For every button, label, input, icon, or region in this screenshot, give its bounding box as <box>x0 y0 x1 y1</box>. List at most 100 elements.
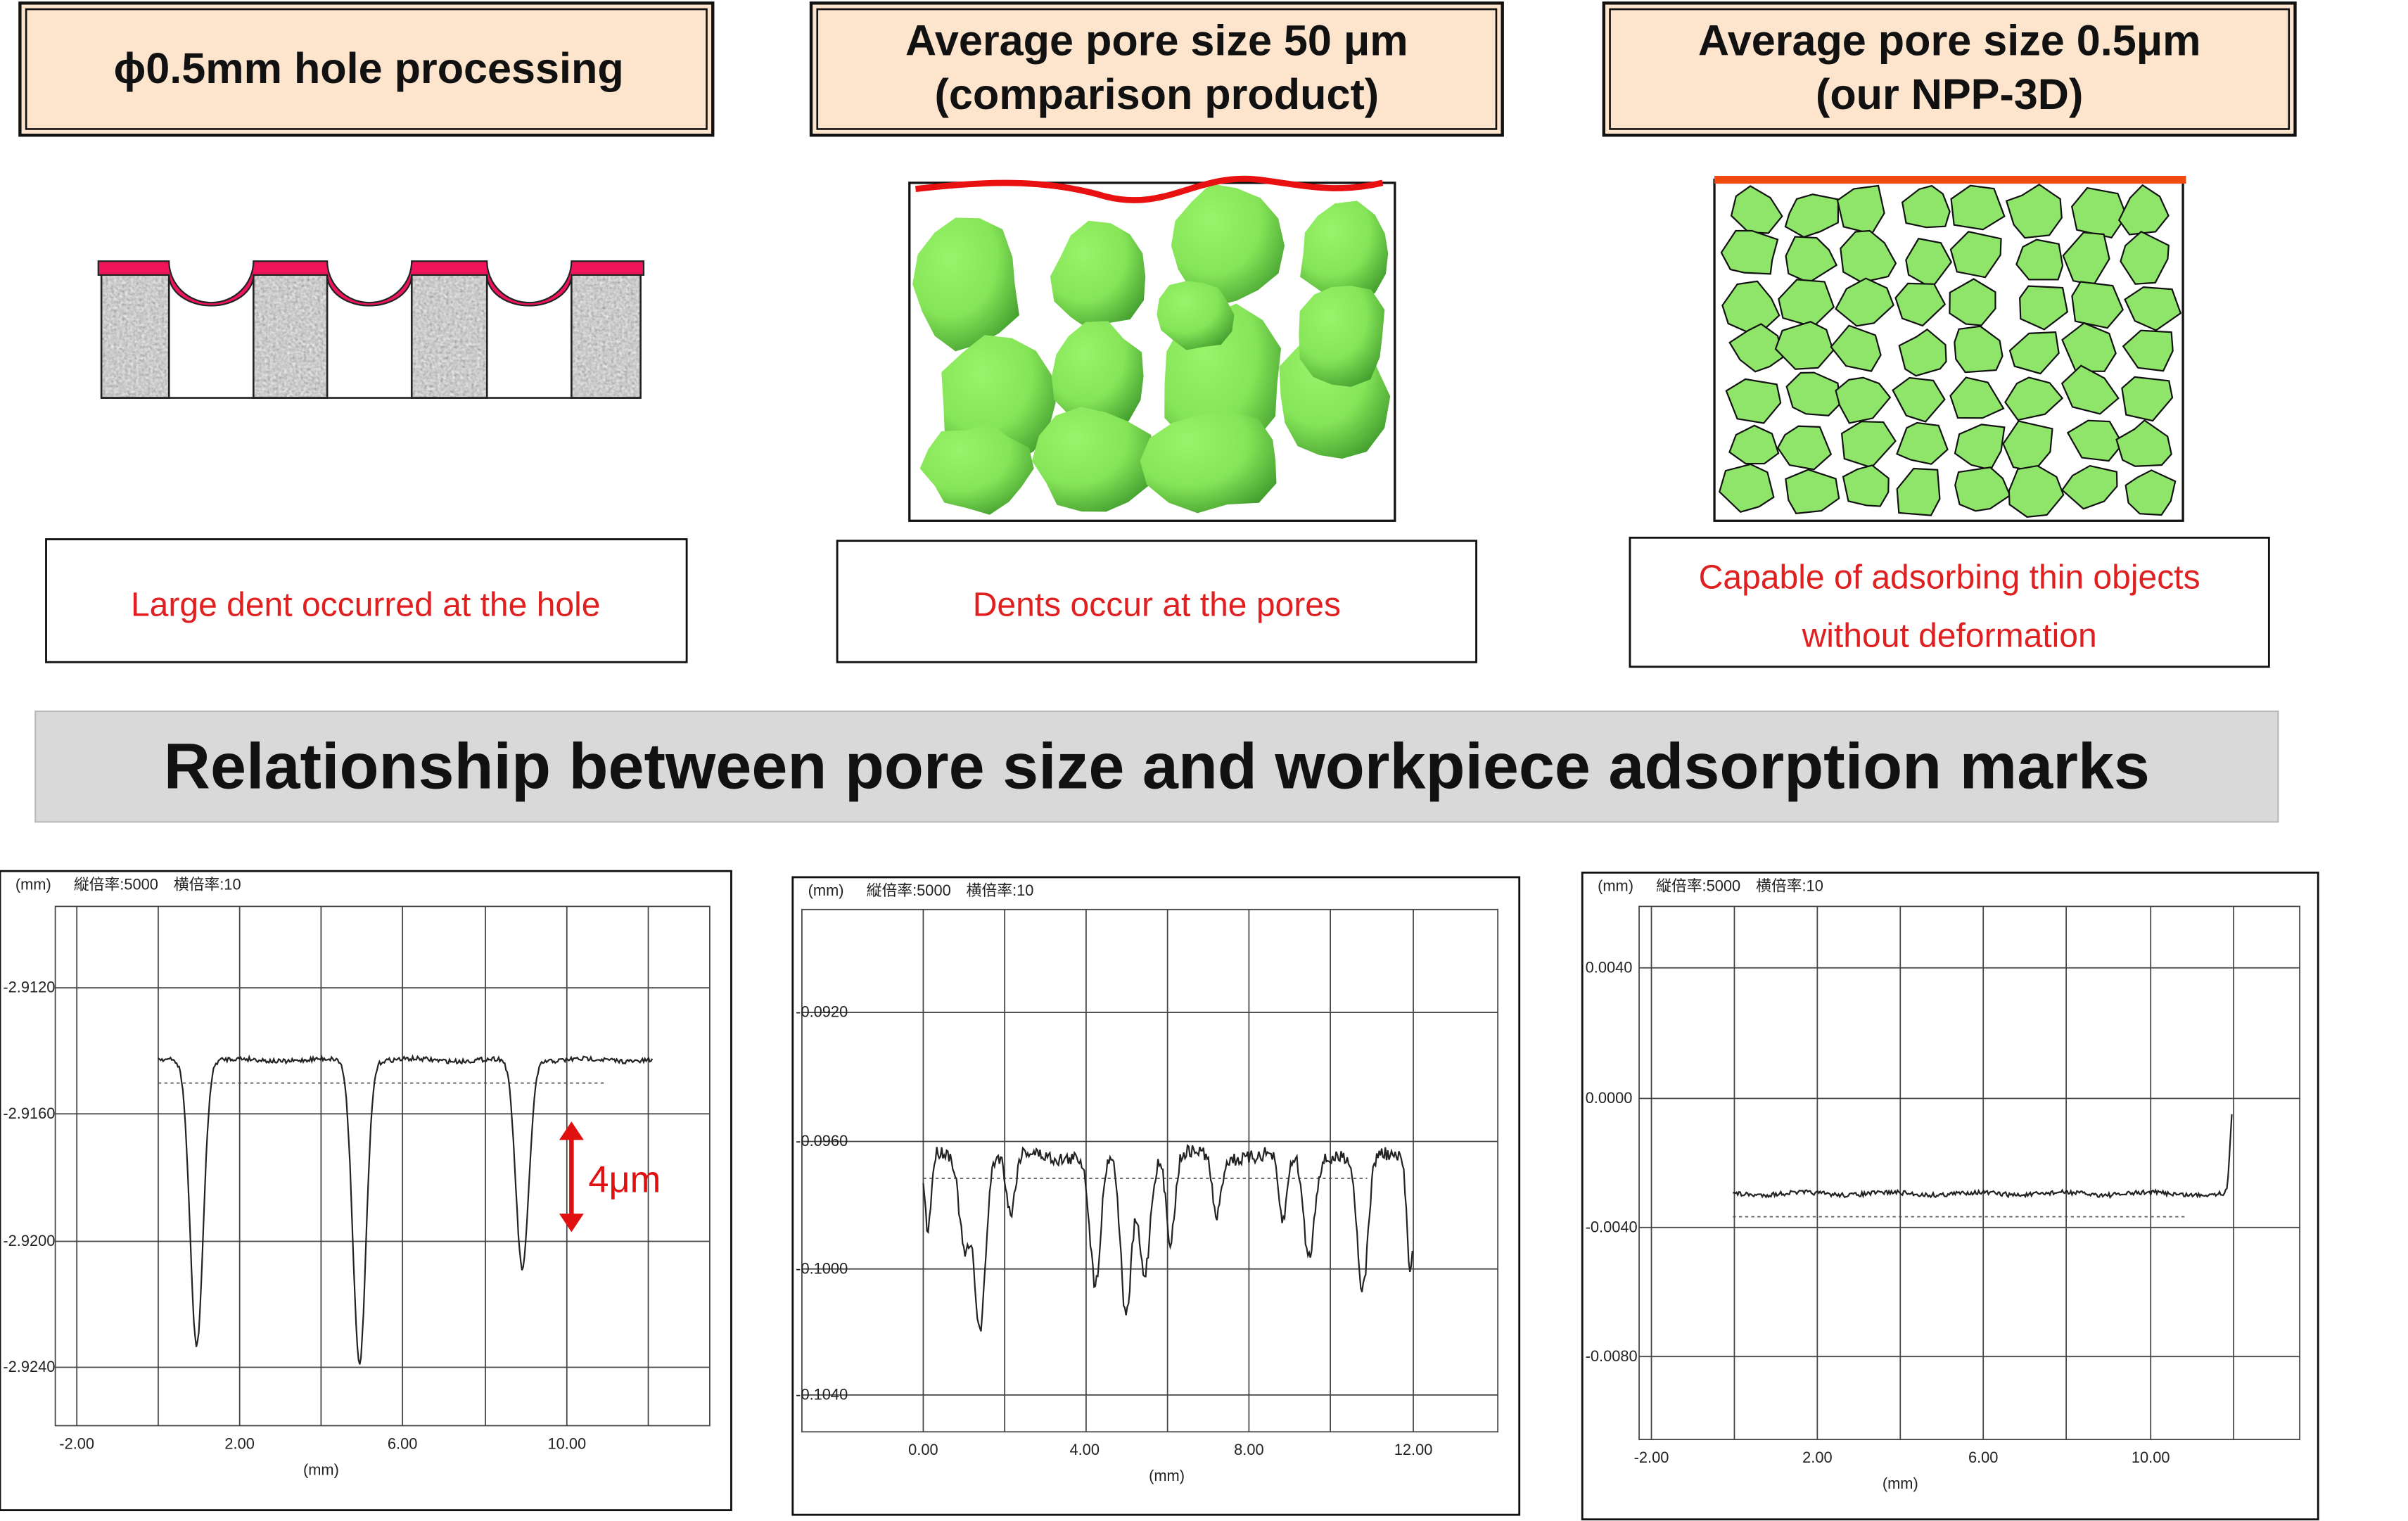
scale-label: 縦倍率:5000 横倍率:10 <box>1656 877 1823 895</box>
y-tick-label: -0.0920 <box>796 1003 848 1021</box>
grain <box>1892 376 1946 423</box>
fine-pore-illustration <box>1713 176 2186 522</box>
grain <box>1954 466 2011 512</box>
plot-area <box>1638 905 2300 1441</box>
grain <box>1785 371 1842 416</box>
y-tick-label: -0.0080 <box>1586 1347 1638 1365</box>
grain <box>1051 321 1144 431</box>
profile-charts: -2.9120 -2.9160 -2.9200 -2.9240 -2.00 2.00 6.0… <box>0 870 2319 1521</box>
unit-label: (mm) <box>808 882 844 899</box>
grain <box>1896 421 1949 465</box>
grain <box>2019 285 2069 331</box>
grain <box>1901 184 1951 229</box>
grain <box>1835 277 1894 327</box>
panel-header: Average pore size 0.5μm <box>1698 17 2201 65</box>
y-tick-label: 0.0040 <box>1586 958 1633 976</box>
x-unit-label: (mm) <box>303 1460 339 1478</box>
profile-chart: -2.9120 -2.9160 -2.9200 -2.9240 -2.00 2.00 6.0… <box>0 870 732 1512</box>
grain <box>2124 286 2182 331</box>
grain <box>2066 419 2124 462</box>
x-tick-label: 0.00 <box>908 1441 938 1458</box>
x-unit-label: (mm) <box>1149 1467 1185 1484</box>
grain <box>1785 236 1838 284</box>
grain <box>1784 193 1840 238</box>
grain <box>1949 278 1996 326</box>
x-tick-label: -2.00 <box>1634 1449 1669 1466</box>
x-tick-label: 8.00 <box>1234 1441 1263 1458</box>
grain <box>2060 364 2120 415</box>
grain <box>1728 424 1780 465</box>
y-tick-label: -2.9200 <box>3 1232 55 1249</box>
grain <box>1050 220 1146 330</box>
y-tick-label: -0.0960 <box>796 1132 848 1150</box>
profile-trace <box>158 1054 654 1365</box>
x-tick-label: 6.00 <box>1968 1449 1998 1466</box>
grain <box>1300 201 1389 303</box>
grain <box>2060 464 2118 510</box>
caption: without deformation <box>1802 617 2097 654</box>
x-tick-label: 4.00 <box>1069 1441 1099 1458</box>
header-boxes <box>18 1 2297 137</box>
grain <box>1725 378 1782 424</box>
grain <box>1840 229 1897 284</box>
grain <box>1774 321 1835 370</box>
chart-frame <box>791 876 1521 1516</box>
unit-label: (mm) <box>1598 877 1633 895</box>
grain <box>2071 186 2127 239</box>
grain <box>2115 419 2172 467</box>
grain <box>919 422 1034 515</box>
x-unit-label: (mm) <box>1883 1475 1918 1492</box>
hole-illustration <box>97 260 645 399</box>
profile-chart: 0.0040 0.0000 -0.0040 -0.0080 -2.00 2.00 6.00 1… <box>1581 871 2319 1521</box>
panel-header: ϕ0.5mm hole processing <box>113 44 623 92</box>
grain <box>2005 183 2063 239</box>
banner-title: Relationship between pore size and workp… <box>164 730 2150 802</box>
grain <box>2008 464 2065 518</box>
grain <box>1949 231 2002 279</box>
x-tick-label: 10.00 <box>2132 1449 2170 1466</box>
x-tick-label: 10.00 <box>547 1434 586 1452</box>
grain <box>1785 469 1840 514</box>
grain <box>1730 185 1783 234</box>
y-tick-label: -0.0040 <box>1586 1218 1638 1235</box>
y-tick-label: -2.9240 <box>3 1358 55 1375</box>
x-tick-label: 12.00 <box>1394 1441 1433 1458</box>
chart-frame <box>0 870 732 1512</box>
grain <box>1171 183 1285 307</box>
grain <box>2061 322 2117 372</box>
banner-box <box>34 710 2279 823</box>
caption: Large dent occurred at the hole <box>131 587 601 624</box>
grain <box>2121 376 2174 422</box>
profile-trace <box>922 1143 1413 1332</box>
y-tick-label: -0.1000 <box>796 1259 848 1277</box>
grain <box>1835 376 1892 424</box>
grain <box>912 217 1019 352</box>
grain <box>2015 238 2064 281</box>
x-tick-label: 2.00 <box>1802 1449 1832 1466</box>
caption-boxes <box>45 536 2270 668</box>
x-tick-label: -2.00 <box>59 1434 94 1452</box>
panel-header: (comparison product) <box>935 70 1380 118</box>
scale-label: 縦倍率:5000 横倍率:10 <box>867 882 1034 899</box>
unit-label: (mm) <box>15 875 51 893</box>
grain <box>1032 407 1153 512</box>
grain <box>1898 328 1947 377</box>
plot-area <box>54 905 711 1427</box>
y-tick-label: -0.1040 <box>796 1385 848 1403</box>
grain <box>2120 231 2170 285</box>
profile-trace <box>1733 1114 2233 1199</box>
grain <box>2008 331 2060 375</box>
caption: Dents occur at the pores <box>973 587 1341 624</box>
y-tick-label: 0.0000 <box>1586 1089 1633 1107</box>
grain <box>1842 464 1890 507</box>
caption: Capable of adsorbing thin objects <box>1699 559 2200 596</box>
grain <box>1896 467 1941 516</box>
grain <box>1950 184 2006 231</box>
grain <box>1720 229 1779 275</box>
coarse-pore-illustration <box>908 175 1396 522</box>
grain <box>2071 281 2124 329</box>
grain <box>1949 376 2005 419</box>
annotation: 4μm <box>588 1160 661 1201</box>
